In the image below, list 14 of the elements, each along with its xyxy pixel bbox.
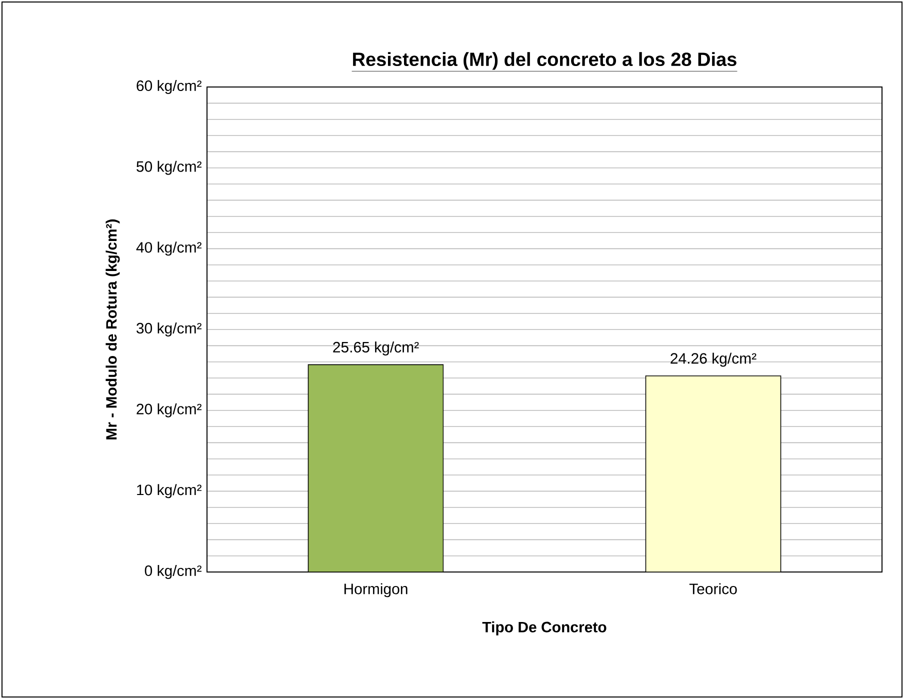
x-tick-label: Teorico [689, 583, 737, 594]
y-tick-label: 10 kg/cm² [137, 484, 202, 498]
y-tick-label: 0 kg/cm² [144, 565, 202, 579]
y-tick-label: 50 kg/cm² [136, 160, 202, 175]
data-label: 25.65 kg/cm² [333, 341, 419, 356]
data-label: 24.26 kg/cm² [670, 352, 756, 367]
y-axis-title: Mr - Modulo de Rotura (kg/cm²) [106, 219, 120, 440]
x-tick-label: Hormigon [344, 583, 408, 598]
x-axis-title: Tipo De Concreto [482, 621, 606, 636]
y-tick-label: 20 kg/cm² [136, 403, 202, 418]
y-tick-label: 40 kg/cm² [136, 242, 202, 256]
chart-title: Resistencia (Mr) del concreto a los 28 Dias [353, 52, 736, 70]
y-tick-label: 60 kg/cm² [136, 80, 202, 94]
y-tick-label: 30 kg/cm² [136, 322, 202, 336]
